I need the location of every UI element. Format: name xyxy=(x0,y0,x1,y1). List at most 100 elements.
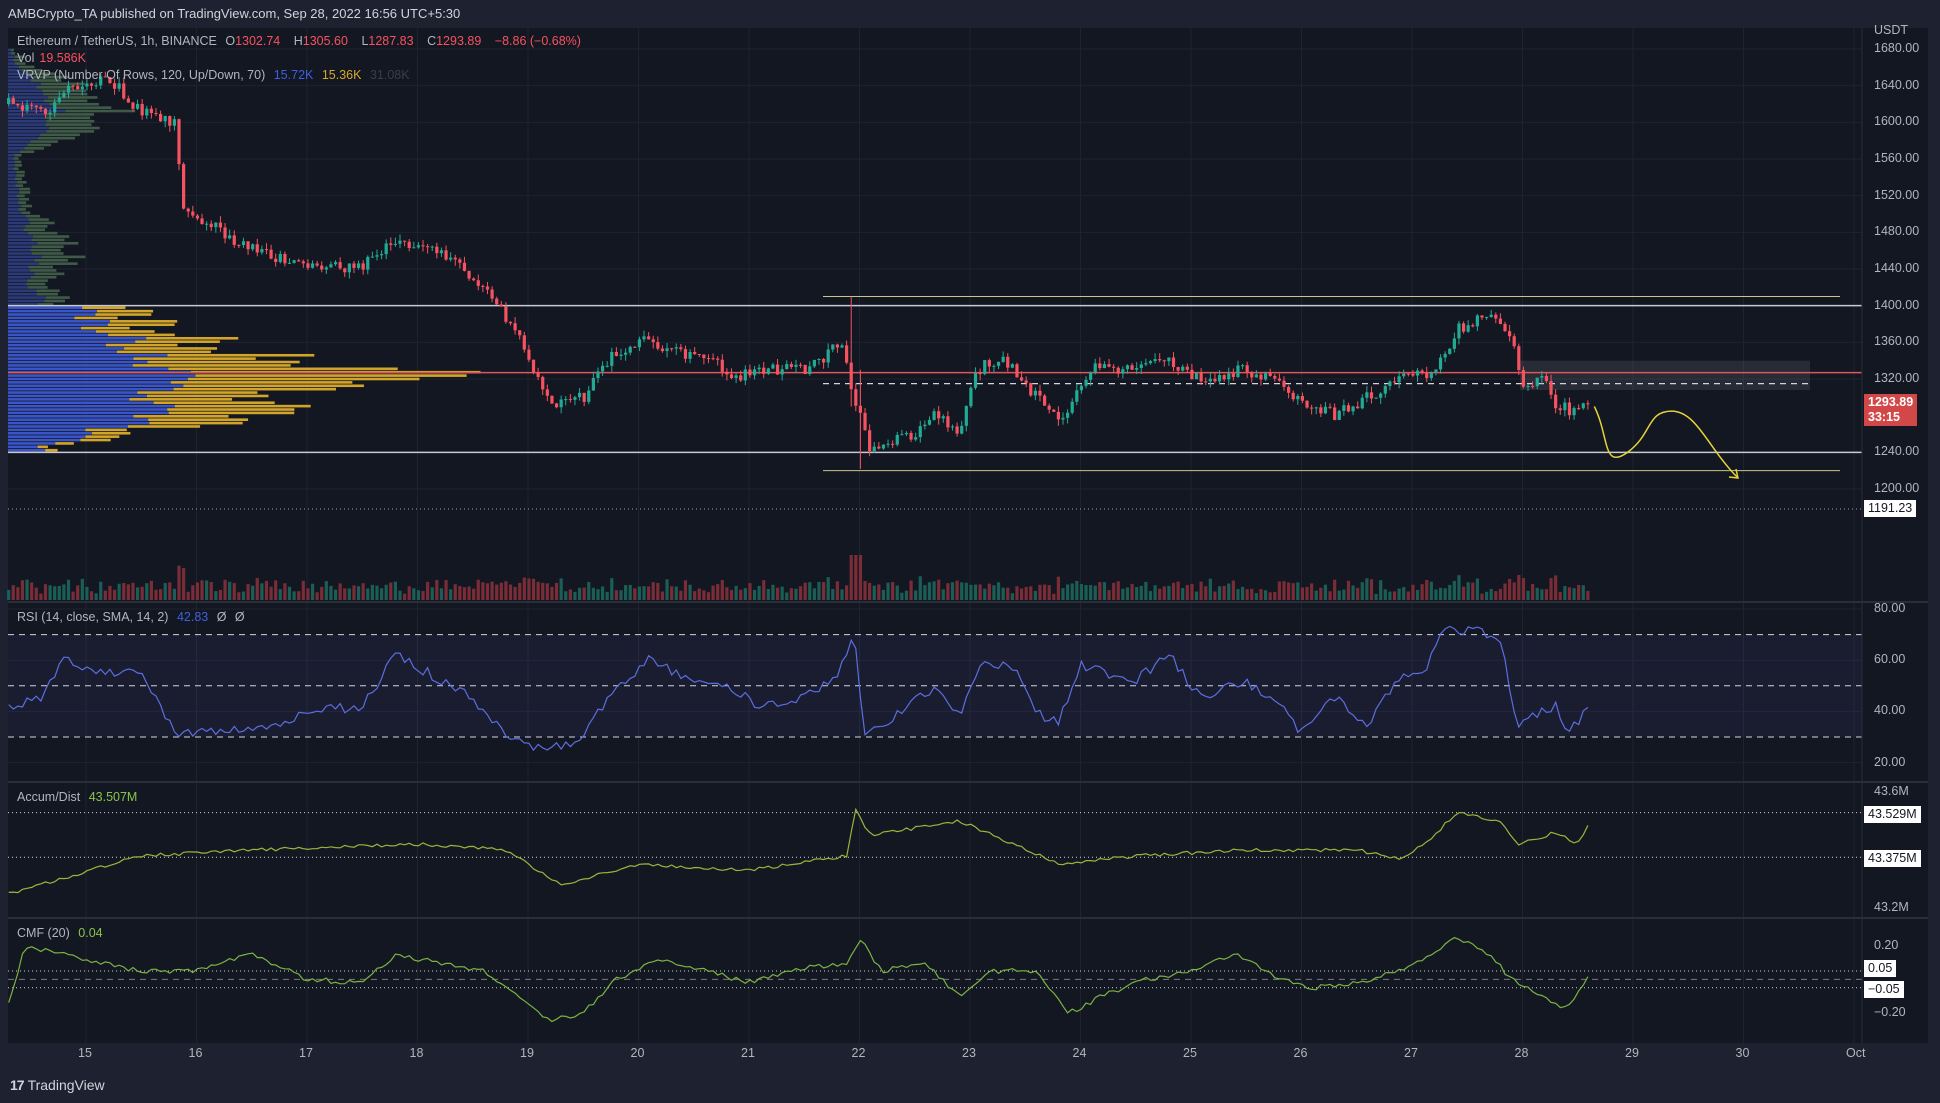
date-tick-label: Oct xyxy=(1846,1046,1866,1060)
symbol-legend[interactable]: Ethereum / TetherUS, 1h, BINANCE O1302.7… xyxy=(17,34,586,49)
volume-bar xyxy=(375,585,379,600)
volume-bar xyxy=(117,583,121,600)
candle-body xyxy=(205,223,209,225)
candle-body xyxy=(57,97,61,103)
vp-down-bar xyxy=(137,391,258,394)
candle-body xyxy=(941,416,945,419)
ad-legend[interactable]: Accum/Dist 43.507M xyxy=(17,790,142,805)
candle-body xyxy=(53,102,57,113)
volume-bar xyxy=(278,589,282,600)
tradingview-logo[interactable]: 17 TradingView xyxy=(10,1077,105,1093)
candle-body xyxy=(140,103,144,116)
candle-body xyxy=(1254,374,1258,378)
volume-bar xyxy=(513,586,517,600)
open-value: 1302.74 xyxy=(235,34,281,48)
candle-body xyxy=(172,119,176,126)
vp-down-bar xyxy=(10,48,14,52)
volume-bar xyxy=(1199,581,1203,600)
candle-body xyxy=(508,321,513,324)
volume-legend[interactable]: Vol 19.586K xyxy=(17,51,91,66)
volume-bar xyxy=(25,579,29,600)
vp-down-bar xyxy=(147,360,300,364)
volume-bar xyxy=(587,581,591,600)
vp-down-bar xyxy=(30,140,58,143)
chart-background xyxy=(8,28,1928,1043)
vp-down-bar xyxy=(148,418,249,421)
volume-bar xyxy=(1512,582,1516,600)
cmf-legend[interactable]: CMF (20) 0.04 xyxy=(17,926,108,941)
vrvp-legend[interactable]: VRVP (Number Of Rows, 120, Up/Down, 70) … xyxy=(17,68,415,83)
vp-up-bar xyxy=(8,130,47,133)
candle-body xyxy=(255,244,259,253)
published-header: AMBCrypto_TA published on TradingView.co… xyxy=(8,6,461,21)
candle-body xyxy=(789,364,793,367)
vp-down-bar xyxy=(33,75,70,79)
candle-body xyxy=(656,342,660,349)
rsi-legend[interactable]: RSI (14, close, SMA, 14, 2) 42.83 Ø Ø xyxy=(17,610,250,625)
candle-body xyxy=(154,113,158,115)
vp-up-bar xyxy=(8,255,42,259)
candle-body xyxy=(1360,397,1364,409)
volume-bar xyxy=(1374,593,1378,600)
vp-up-bar xyxy=(8,414,134,418)
volume-bar xyxy=(1130,583,1134,600)
volume-bar xyxy=(251,585,255,600)
volume-bar xyxy=(914,590,918,600)
vp-up-bar xyxy=(8,347,125,350)
volume-bar xyxy=(642,586,646,600)
candle-body xyxy=(1300,395,1305,401)
volume-bar xyxy=(11,585,15,600)
candle-body xyxy=(407,241,411,248)
vp-down-bar xyxy=(28,218,49,221)
candle-body xyxy=(80,86,84,90)
candle-body xyxy=(1273,375,1277,379)
candle-body xyxy=(412,247,416,249)
volume-bar xyxy=(379,588,384,600)
candle-body xyxy=(752,369,757,376)
candle-body xyxy=(904,432,909,435)
volume-bar xyxy=(1360,582,1364,600)
vp-down-bar xyxy=(132,364,291,367)
candle-body xyxy=(1577,408,1581,410)
vp-up-bar xyxy=(8,336,147,340)
vp-down-bar xyxy=(41,255,86,259)
candle-body xyxy=(946,416,950,428)
vp-down-bar xyxy=(46,130,95,133)
volume-bar xyxy=(918,576,922,600)
volume-bar xyxy=(863,581,867,600)
candle-body xyxy=(122,83,126,99)
date-tick-label: 28 xyxy=(1514,1046,1529,1060)
candle-body xyxy=(449,257,453,260)
volume-bar xyxy=(1291,583,1295,600)
candle-body xyxy=(320,265,324,270)
volume-bar xyxy=(62,584,66,600)
candle-body xyxy=(1208,378,1212,382)
candle-body xyxy=(868,430,872,452)
vp-up-bar xyxy=(8,303,38,306)
volume-bar xyxy=(531,578,536,600)
vp-up-bar xyxy=(8,201,18,204)
candle-body xyxy=(1217,375,1222,382)
volume-bar xyxy=(347,588,351,600)
brand-name: TradingView xyxy=(27,1077,105,1093)
volume-bar xyxy=(969,584,973,600)
candle-body xyxy=(932,411,936,420)
volume-bar xyxy=(1033,590,1037,600)
candle-body xyxy=(531,359,536,373)
volume-bar xyxy=(108,585,112,600)
candle-body xyxy=(854,389,858,406)
volume-value: 19.586K xyxy=(39,51,86,65)
candle-body xyxy=(1328,406,1332,408)
volume-bar xyxy=(1227,583,1231,600)
candle-body xyxy=(891,443,895,445)
candle-body xyxy=(872,446,876,452)
candle-body xyxy=(66,85,71,93)
candle-body xyxy=(674,347,678,349)
volume-bar xyxy=(596,589,600,600)
volume-bar xyxy=(923,585,927,600)
vp-down-bar xyxy=(80,326,130,330)
volume-bar xyxy=(39,593,43,600)
volume-bar xyxy=(1167,585,1171,600)
volume-bar xyxy=(743,588,747,600)
